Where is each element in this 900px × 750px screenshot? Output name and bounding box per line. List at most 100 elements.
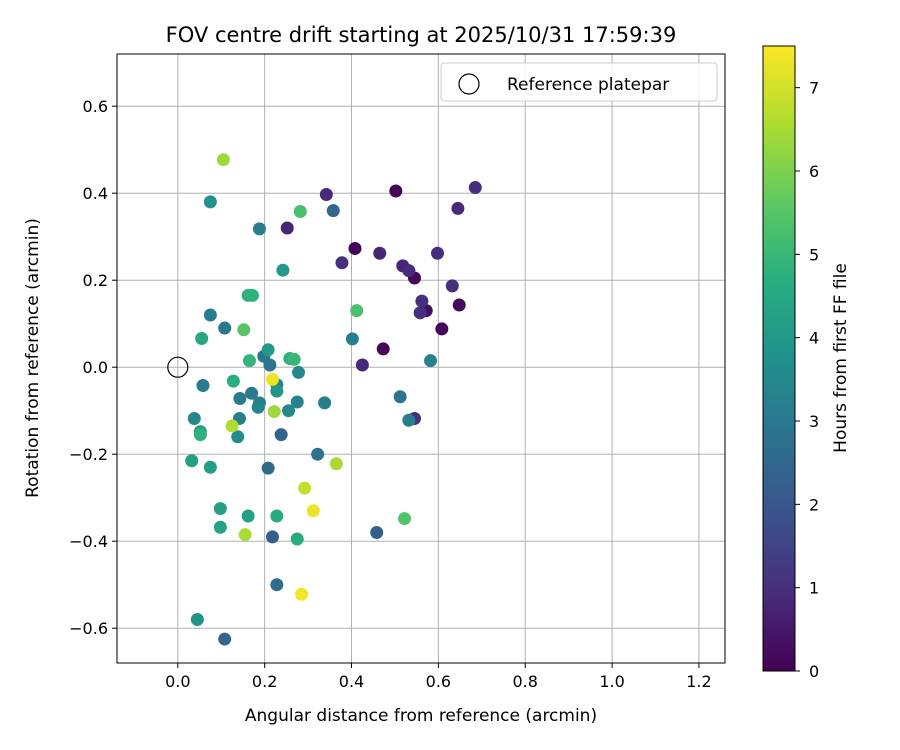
colorbar: 0 1 2 3 4 5 6 7 Hours from first FF file — [762, 45, 851, 681]
data-point — [326, 204, 340, 218]
data-point — [203, 460, 217, 474]
data-point — [431, 246, 445, 260]
data-point — [195, 331, 209, 345]
x-tick-label: 0.2 — [252, 672, 277, 691]
data-point — [370, 526, 384, 539]
data-point — [276, 263, 290, 277]
data-point — [393, 390, 407, 404]
data-point — [267, 405, 281, 419]
data-point — [245, 386, 259, 400]
y-tick-label: −0.2 — [69, 445, 108, 464]
data-point — [290, 532, 304, 546]
data-point — [231, 430, 245, 444]
data-point — [265, 530, 279, 544]
data-point — [293, 204, 307, 218]
data-point — [376, 342, 390, 356]
data-point — [274, 428, 288, 442]
data-point — [345, 332, 359, 346]
data-point — [435, 322, 449, 336]
data-point — [348, 241, 362, 255]
colorbar-tick-label: 3 — [809, 412, 819, 431]
y-tick-label: −0.6 — [69, 619, 108, 638]
legend: Reference platepar — [440, 62, 718, 102]
x-tick-label: 0.0 — [165, 672, 190, 691]
y-tick-label: 0.0 — [83, 358, 108, 377]
data-point — [282, 404, 296, 418]
data-point — [252, 222, 266, 236]
legend-entry-reference-platepar: Reference platepar — [507, 75, 669, 95]
data-point — [218, 321, 232, 335]
data-point — [306, 504, 320, 518]
data-point — [397, 512, 411, 526]
data-point — [196, 378, 210, 392]
colorbar-tick-label: 0 — [809, 662, 819, 681]
colorbar-tick-label: 7 — [809, 79, 819, 98]
data-point — [203, 195, 217, 209]
data-point — [445, 279, 459, 293]
data-point — [335, 256, 349, 270]
data-point — [468, 181, 482, 195]
x-tick-label: 0.8 — [513, 672, 538, 691]
data-point — [270, 384, 284, 398]
grid — [117, 54, 725, 663]
y-tick-label: −0.4 — [69, 532, 108, 551]
x-tick-label: 1.2 — [686, 672, 711, 691]
data-point — [311, 447, 325, 461]
data-point — [238, 528, 252, 542]
data-point — [350, 304, 364, 318]
data-point — [415, 294, 429, 308]
data-point — [190, 613, 204, 626]
data-point — [280, 221, 294, 235]
data-point — [373, 246, 387, 260]
data-point — [245, 288, 259, 302]
data-point — [287, 352, 301, 366]
data-point — [242, 354, 256, 368]
data-point — [218, 632, 232, 646]
data-point — [226, 374, 240, 388]
colorbar-tick-label: 4 — [809, 329, 819, 348]
chart-title: FOV centre drift starting at 2025/10/31 … — [166, 23, 677, 47]
data-point — [318, 396, 332, 410]
data-point — [319, 188, 333, 202]
plot-area — [117, 54, 725, 663]
data-point — [203, 308, 217, 322]
x-tick-label: 0.6 — [426, 672, 451, 691]
x-tick-label: 0.4 — [339, 672, 364, 691]
data-point — [263, 358, 277, 372]
data-point — [355, 358, 369, 372]
y-tick-label: 0.4 — [83, 184, 108, 203]
legend-marker-icon — [458, 73, 480, 95]
colorbar-label: Hours from first FF file — [831, 263, 851, 453]
data-point — [233, 392, 247, 406]
data-point — [261, 461, 275, 475]
data-point — [225, 419, 239, 433]
data-point — [298, 481, 312, 495]
data-point — [413, 306, 427, 320]
data-point — [213, 520, 227, 534]
colorbar-tick-label: 2 — [809, 495, 819, 514]
data-point — [295, 587, 309, 601]
colorbar-tick-label: 6 — [809, 162, 819, 181]
data-point — [241, 509, 255, 523]
y-tick-label: 0.2 — [83, 271, 108, 290]
data-point — [265, 372, 279, 386]
x-axis-ticks: 0.0 0.2 0.4 0.6 0.8 1.0 1.2 — [165, 663, 712, 691]
colorbar-tick-label: 5 — [809, 245, 819, 264]
x-axis-label: Angular distance from reference (arcmin) — [245, 706, 597, 726]
data-point — [424, 354, 438, 368]
y-axis-label: Rotation from reference (arcmin) — [23, 218, 43, 498]
colorbar-tick-label: 1 — [809, 579, 819, 598]
data-point — [237, 323, 251, 337]
data-point — [193, 428, 207, 442]
colorbar-gradient — [762, 45, 796, 672]
y-tick-label: 0.6 — [83, 97, 108, 116]
data-point — [290, 395, 304, 409]
data-point — [389, 184, 403, 198]
data-point — [452, 298, 466, 312]
data-point — [261, 343, 275, 357]
data-point — [292, 365, 306, 379]
y-axis-ticks: −0.6 −0.4 −0.2 0.0 0.2 0.4 0.6 — [69, 97, 117, 638]
legend-box — [440, 62, 718, 102]
data-point — [185, 454, 199, 468]
